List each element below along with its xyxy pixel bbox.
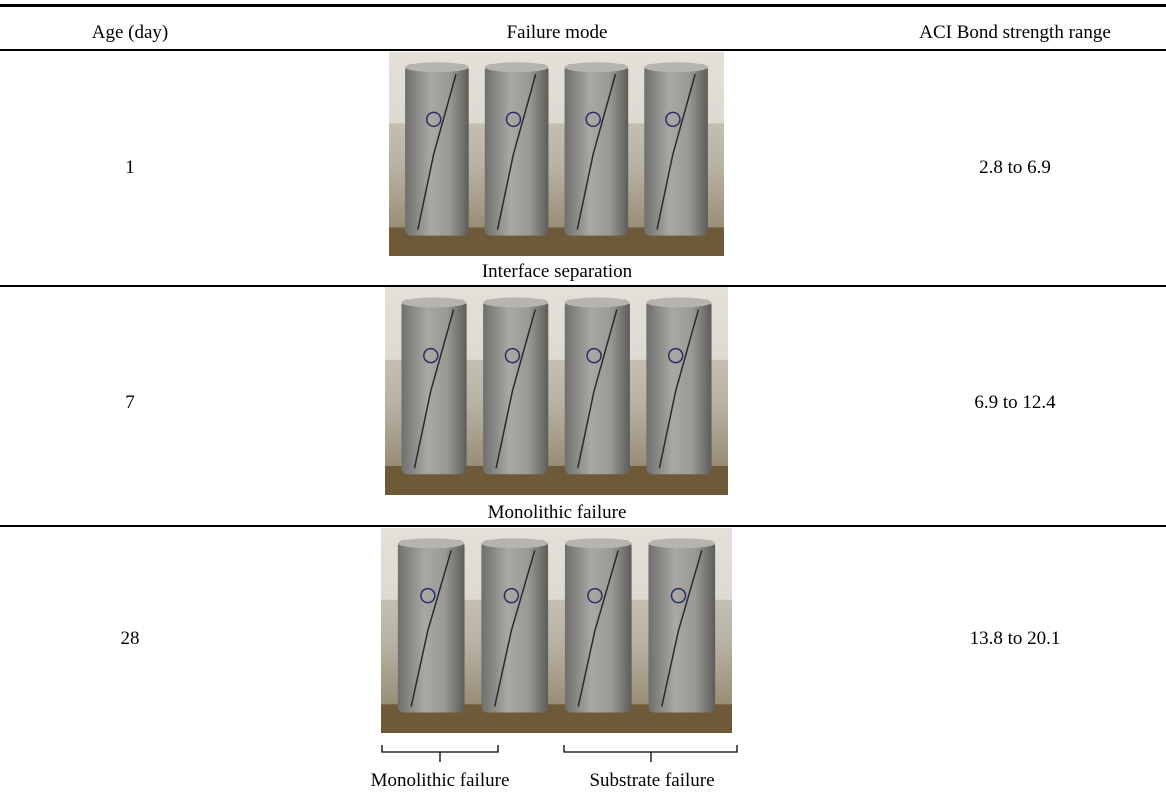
crack (493, 550, 536, 707)
cylinder-top (646, 297, 712, 308)
cylinder (646, 299, 712, 475)
column-header: Failure mode (506, 22, 608, 43)
cylinder (405, 64, 469, 236)
crack (576, 74, 617, 230)
cylinder (484, 64, 549, 236)
marker-circle (425, 111, 442, 128)
cylinder-top (484, 62, 549, 73)
marker-circle (423, 347, 439, 364)
cylinder-top (405, 62, 469, 73)
cylinder-top (564, 297, 630, 308)
header-rule (0, 49, 1166, 51)
cylinder (564, 540, 632, 713)
failure-caption: Substrate failure (589, 770, 715, 791)
photo (385, 287, 728, 495)
cylinder (483, 299, 549, 475)
cylinder (401, 299, 467, 475)
bond-strength: 13.8 to 20.1 (969, 628, 1061, 649)
braces (381, 745, 738, 762)
photo (389, 52, 724, 256)
cylinder (648, 540, 716, 713)
column-header: ACI Bond strength range (919, 22, 1111, 43)
cylinder (481, 540, 549, 713)
failure-caption: Interface separation (481, 261, 633, 282)
bond-strength: 6.9 to 12.4 (974, 392, 1056, 413)
marker-circle (587, 587, 603, 604)
cylinder-top (481, 538, 549, 549)
failure-caption: Monolithic failure (487, 502, 627, 523)
marker-circle (503, 587, 520, 604)
top-rule (0, 4, 1166, 7)
failure-caption: Monolithic failure (370, 770, 510, 791)
crack (413, 309, 455, 469)
column-header: Age (day) (91, 22, 169, 43)
age: 1 (125, 157, 135, 178)
crack (410, 550, 452, 707)
crack (577, 550, 619, 707)
cylinder-top (483, 297, 549, 308)
marker-circle (670, 587, 687, 604)
age: 28 (120, 628, 140, 649)
cylinder (644, 64, 708, 236)
crack (496, 74, 537, 230)
crack (656, 74, 696, 230)
marker-circle (504, 347, 521, 364)
cylinder (564, 299, 630, 475)
crack (417, 74, 457, 230)
cylinder (397, 540, 465, 713)
crack (577, 309, 618, 469)
row-rule (0, 285, 1166, 287)
cylinder-top (397, 538, 465, 549)
crack (495, 309, 536, 469)
cylinder-top (564, 62, 629, 73)
cylinder (564, 64, 629, 236)
photo (381, 528, 732, 733)
marker-circle (586, 347, 602, 364)
cylinder-top (648, 538, 716, 549)
marker-circle (585, 111, 601, 128)
cylinder-top (564, 538, 632, 549)
marker-circle (665, 111, 681, 128)
crack (658, 309, 700, 469)
marker-circle (505, 111, 522, 128)
brace (381, 745, 499, 762)
bond-strength: 2.8 to 6.9 (979, 157, 1051, 178)
brace (563, 745, 738, 762)
cylinder-top (401, 297, 467, 308)
marker-circle (667, 347, 684, 364)
crack (661, 550, 703, 707)
cylinder-top (644, 62, 708, 73)
age: 7 (125, 392, 135, 413)
row-rule (0, 525, 1166, 527)
marker-circle (420, 587, 436, 604)
